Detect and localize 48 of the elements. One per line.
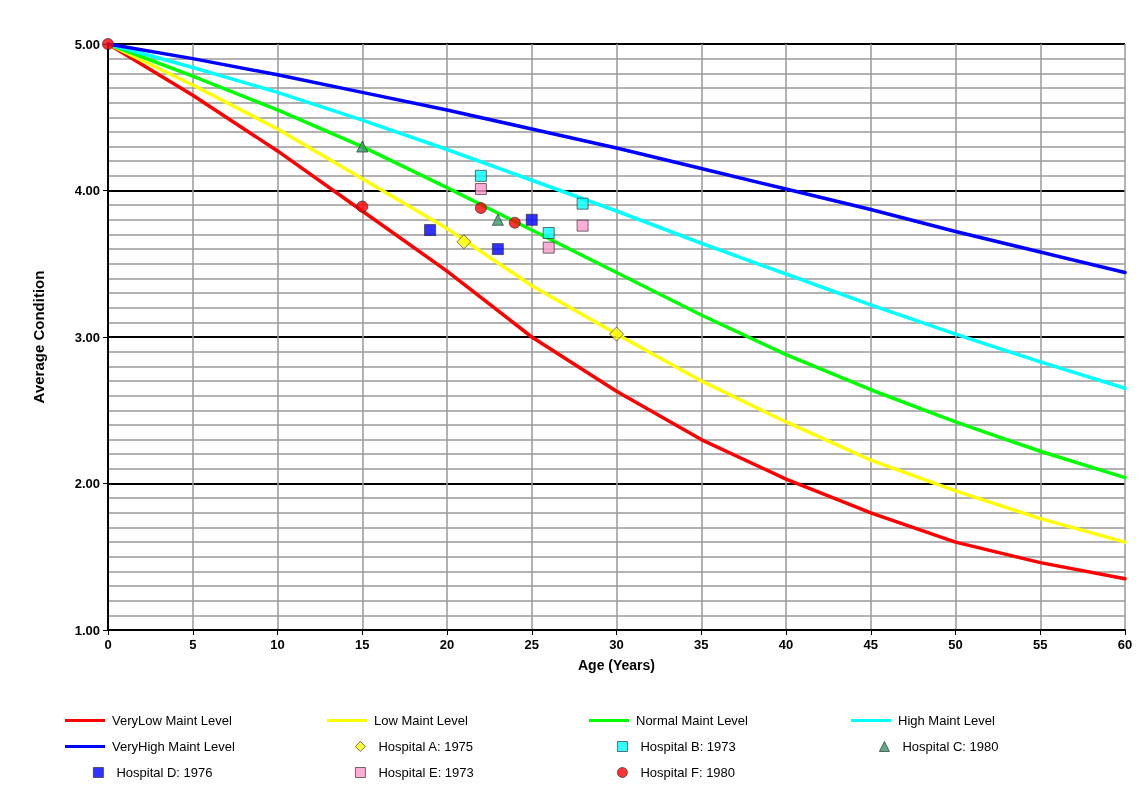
- y-axis-title: Average Condition: [30, 270, 47, 404]
- legend-label: Hospital B: 1973: [640, 739, 736, 754]
- x-tick-label: 45: [863, 637, 878, 652]
- x-tick-label: 25: [524, 637, 539, 652]
- legend-label: VeryHigh Maint Level: [112, 739, 235, 754]
- point: [542, 241, 555, 254]
- point: [576, 197, 589, 210]
- y-tick-label: 4.00: [74, 183, 100, 198]
- legend-label: High Maint Level: [898, 713, 995, 728]
- y-tick-label: 3.00: [74, 329, 100, 345]
- point: [525, 213, 538, 226]
- point: [456, 234, 472, 250]
- legend-label: Hospital A: 1975: [378, 739, 474, 754]
- legend-label: Low Maint Level: [374, 713, 469, 728]
- point: [609, 326, 624, 342]
- point: [475, 169, 487, 182]
- point: [475, 202, 487, 214]
- x-tick-label: 30: [609, 637, 624, 652]
- point: [424, 224, 436, 236]
- x-tick-label: 0: [104, 637, 112, 652]
- y-tick-label: 2.00: [74, 476, 100, 491]
- point: [102, 38, 114, 50]
- legend-label: Hospital D: 1976: [116, 765, 213, 780]
- x-tick-label: 10: [270, 637, 285, 652]
- x-tick-label: 60: [1117, 637, 1133, 652]
- x-tick-label: 50: [948, 637, 963, 652]
- x-tick-label: 40: [778, 637, 794, 652]
- x-axis-title: Age (Years): [577, 657, 656, 673]
- x-tick-label: 35: [694, 637, 709, 652]
- point: [508, 216, 521, 229]
- legend-label: Hospital F: 1980: [640, 765, 736, 780]
- point: [542, 227, 555, 239]
- y-tick-label: 5.00: [74, 36, 100, 52]
- point: [356, 200, 369, 213]
- legend-label: Hospital C: 1980: [902, 739, 999, 754]
- point: [491, 243, 504, 255]
- legend-label: Normal Maint Level: [636, 713, 749, 728]
- legend-label: Hospital E: 1973: [378, 765, 474, 780]
- point: [576, 219, 589, 232]
- x-tick-label: 20: [439, 637, 455, 652]
- x-tick-label: 15: [355, 637, 370, 652]
- point: [475, 183, 487, 195]
- x-tick-label: 55: [1033, 637, 1048, 652]
- point: [491, 213, 504, 226]
- y-tick-label: 1.00: [74, 622, 100, 638]
- point: [356, 140, 369, 153]
- x-tick-label: 5: [189, 637, 197, 652]
- legend-label: VeryLow Maint Level: [112, 713, 233, 728]
